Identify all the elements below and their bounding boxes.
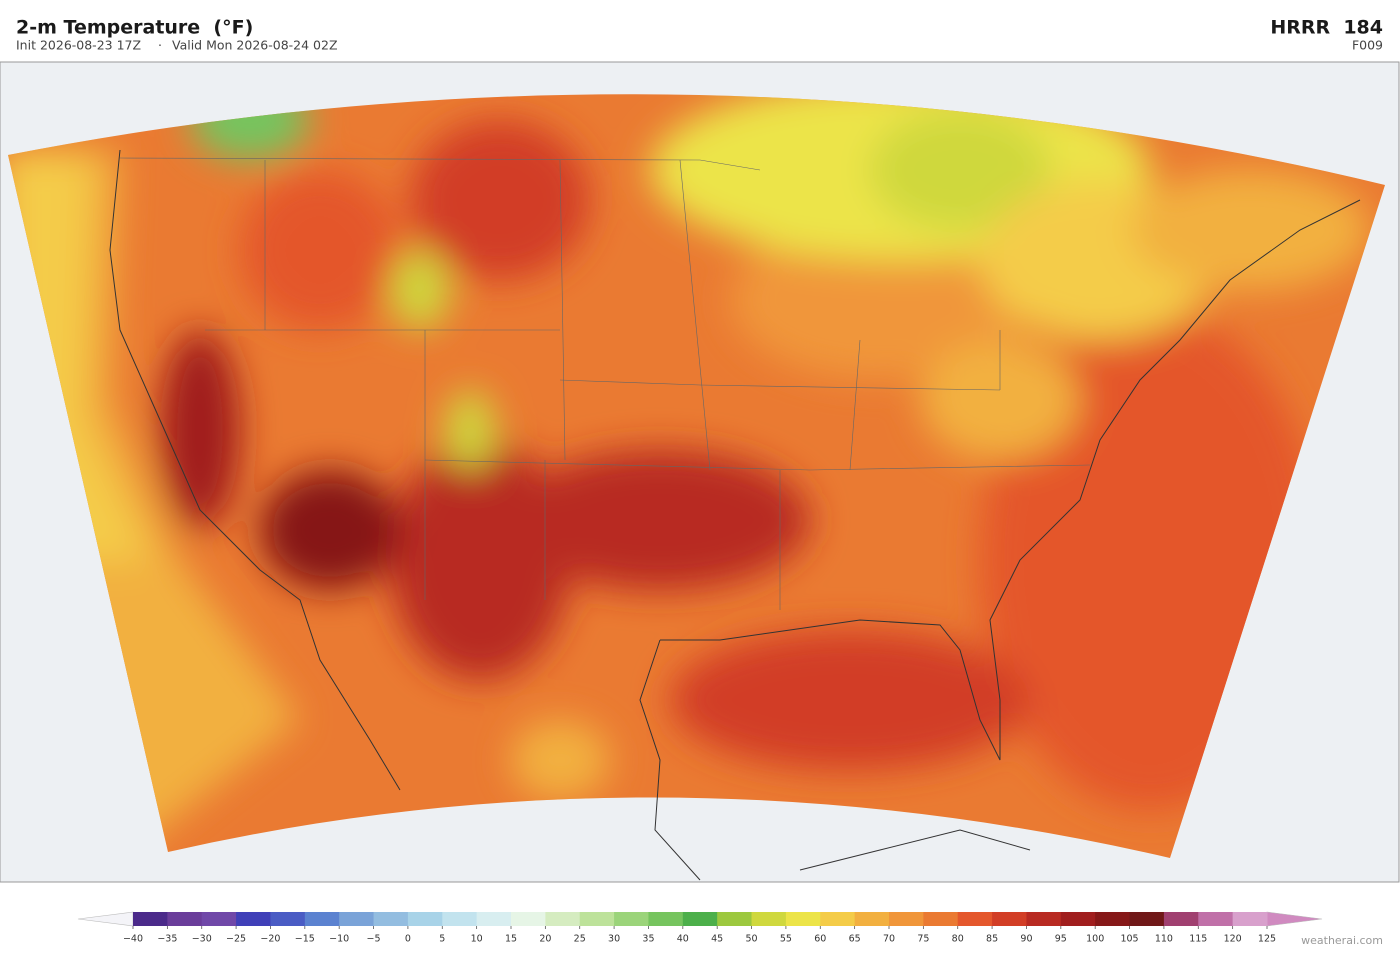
- colorbar-segment: [923, 912, 959, 926]
- colorbar-tick-label: 15: [505, 934, 517, 945]
- colorbar-tick-label: 55: [780, 934, 792, 945]
- colorbar-segment: [373, 912, 409, 926]
- colorbar-segment: [236, 912, 271, 926]
- colorbar-tick-label: 125: [1258, 934, 1276, 945]
- colorbar-segment: [648, 912, 684, 926]
- colorbar-segment: [1198, 912, 1234, 926]
- colorbar-segment: [1163, 912, 1199, 926]
- colorbar-tick-label: 25: [574, 934, 586, 945]
- watermark: weatherai.com: [1301, 934, 1383, 947]
- colorbar-tick-label: 100: [1086, 934, 1104, 945]
- valid-time: Valid Mon 2026-08-24 02Z: [172, 38, 338, 53]
- colorbar-segment: [167, 912, 203, 926]
- state-borders: [119, 157, 1091, 610]
- colorbar-tick-label: 70: [883, 934, 895, 945]
- colorbar-segment: [579, 912, 615, 926]
- colorbar-segment: [511, 912, 546, 926]
- colorbar-over: [1266, 911, 1323, 927]
- colorbar-under: [77, 911, 134, 927]
- colorbar-segment: [717, 912, 753, 926]
- colorbar-segment: [614, 912, 649, 926]
- colorbar: −40 −35 −30 −25 −20 −15 −10 −5 0 5 10 15 20 25 30 35 40 4…: [77, 911, 1323, 945]
- colorbar-segment: [957, 912, 993, 926]
- colorbar-tick-label: 120: [1224, 934, 1242, 945]
- colorbar-segment: [1129, 912, 1165, 926]
- colorbar-tick-label: 85: [986, 934, 998, 945]
- colorbar-tick-label: 115: [1189, 934, 1207, 945]
- temperature-field: [8, 94, 1385, 858]
- colorbar-segment: [889, 912, 924, 926]
- coastlines: [109, 149, 1361, 881]
- colorbar-tick-label: 90: [1020, 934, 1032, 945]
- colorbar-segment: [407, 912, 443, 926]
- colorbar-segment: [1026, 912, 1062, 926]
- colorbar-segment: [442, 912, 478, 926]
- colorbar-tick-label: 80: [952, 934, 964, 945]
- colorbar-tick-label: 5: [439, 934, 445, 945]
- colorbar-tick-label: 105: [1120, 934, 1138, 945]
- colorbar-tick-label: 30: [608, 934, 620, 945]
- colorbar-segment: [339, 912, 375, 926]
- colorbar-segment: [270, 912, 306, 926]
- colorbar-tick-label: 50: [745, 934, 757, 945]
- colorbar-tick-label: 35: [642, 934, 654, 945]
- colorbar-tick-label: 60: [814, 934, 826, 945]
- colorbar-tick-label: 45: [711, 934, 723, 945]
- colorbar-tick-label: 10: [471, 934, 483, 945]
- colorbar-tick-label: 20: [539, 934, 551, 945]
- model-name: HRRR 184: [1270, 17, 1383, 39]
- colorbar-tick-label: 75: [917, 934, 929, 945]
- colorbar-tick-label: 40: [677, 934, 689, 945]
- init-time: Init 2026-08-23 17Z: [16, 38, 141, 53]
- colorbar-segment: [545, 912, 581, 926]
- colorbar-segment: [201, 912, 237, 926]
- colorbar-segment: [820, 912, 856, 926]
- colorbar-segment: [304, 912, 340, 926]
- colorbar-tick-label: −15: [295, 934, 315, 945]
- colorbar-tick-label: 65: [849, 934, 861, 945]
- colorbar-tick-label: 95: [1055, 934, 1067, 945]
- colorbar-tick-label: −25: [226, 934, 246, 945]
- colorbar-tick-label: −35: [157, 934, 177, 945]
- colorbar-segment: [476, 912, 512, 926]
- colorbar-segment: [751, 912, 787, 926]
- colorbar-segment: [785, 912, 821, 926]
- colorbar-segment: [1232, 912, 1268, 926]
- colorbar-segment: [682, 912, 718, 926]
- colorbar-segment: [1060, 912, 1096, 926]
- colorbar-segment: [1095, 912, 1131, 926]
- colorbar-segment: [854, 912, 890, 926]
- colorbar-tick-label: −5: [367, 934, 381, 945]
- colorbar-tick-label: −20: [260, 934, 280, 945]
- colorbar-segment: [992, 912, 1027, 926]
- colorbar-tick-label: 0: [405, 934, 411, 945]
- forecast-hour: F009: [1352, 38, 1383, 53]
- separator: ·: [158, 38, 162, 53]
- colorbar-tick-label: 110: [1155, 934, 1173, 945]
- colorbar-segment: [133, 912, 168, 926]
- title: 2-m Temperature (°F): [16, 17, 253, 39]
- colorbar-tick-label: −10: [329, 934, 349, 945]
- colorbar-tick-label: −30: [192, 934, 212, 945]
- colorbar-tick-label: −40: [123, 934, 143, 945]
